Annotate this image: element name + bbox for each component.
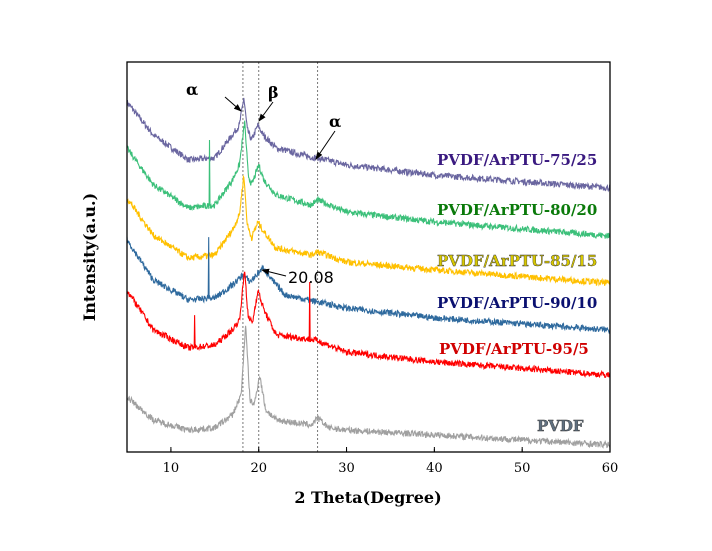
- series-label: PVDF: [537, 417, 584, 435]
- series-label: PVDF/ArPTU-95/5: [439, 340, 589, 358]
- annotation-arrow-peak: [261, 268, 287, 277]
- series-line-5: [126, 325, 611, 449]
- reference-lines: [242, 62, 319, 452]
- x-tick-label: 60: [602, 461, 619, 476]
- x-axis-label: 2 Theta(Degree): [294, 488, 441, 507]
- series-label: PVDF/ArPTU-80/20: [437, 201, 597, 219]
- annotation-arrow-alpha-2: [315, 130, 336, 160]
- y-axis-label: Intensity(a.u.): [80, 193, 99, 321]
- series-label: PVDF/ArPTU-85/15: [437, 252, 597, 270]
- annotation-arrow-alpha-1: [224, 96, 242, 112]
- series-line-1: [126, 120, 611, 240]
- x-axis: 10 20 30 40 50 60: [163, 447, 619, 476]
- series-label: PVDF/ArPTU-75/25: [437, 151, 597, 169]
- annotation-arrow-beta: [258, 101, 274, 122]
- series-line-3: [126, 236, 611, 335]
- series-label: PVDF/ArPTU-90/10: [437, 294, 597, 312]
- annotation-alpha-1: α: [186, 80, 198, 99]
- annotations: α β α 20.08: [186, 80, 341, 287]
- x-tick-label: 40: [426, 461, 443, 476]
- series-labels: PVDF/ArPTU-75/25 PVDF/ArPTU-80/20 PVDF/ArP…: [437, 151, 598, 435]
- x-tick-label: 30: [338, 461, 355, 476]
- series-line-2: [126, 174, 611, 287]
- series-group: [126, 97, 611, 449]
- annotation-beta: β: [268, 83, 279, 102]
- annotation-peak-value: 20.08: [288, 268, 334, 287]
- x-tick-label: 10: [163, 461, 180, 476]
- series-line-0: [126, 97, 611, 193]
- annotation-alpha-2: α: [329, 112, 341, 131]
- x-tick-label: 50: [514, 461, 531, 476]
- x-tick-label: 20: [250, 461, 267, 476]
- series-line-4: [126, 271, 611, 379]
- plot-frame: [126, 61, 611, 453]
